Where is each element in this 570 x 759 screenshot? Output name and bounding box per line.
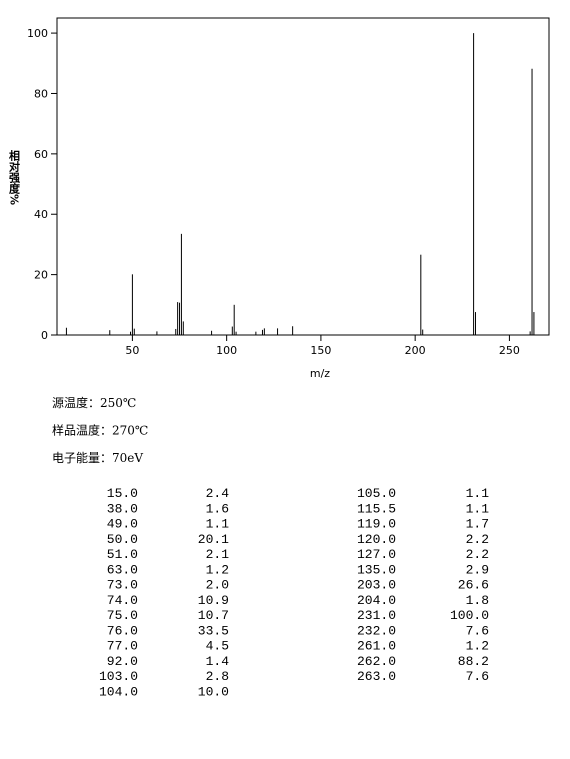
mz: 232.0 (357, 623, 396, 638)
intensity: 2.0 (206, 578, 229, 593)
intensity: 2.2 (466, 547, 489, 562)
intensity: 2.2 (466, 532, 489, 547)
intensity: 7.6 (466, 623, 489, 638)
intensity: 10.9 (198, 593, 229, 608)
mz: 50.0 (107, 532, 138, 547)
intensity: 1.2 (466, 639, 489, 654)
condition: 源温度：250℃ (52, 395, 136, 410)
mz: 63.0 (107, 562, 138, 577)
mz: 262.0 (357, 654, 396, 669)
intensity: 1.1 (466, 501, 490, 516)
intensity: 1.1 (466, 486, 490, 501)
mz: 119.0 (357, 517, 396, 532)
mz: 38.0 (107, 501, 138, 516)
mz: 231.0 (357, 608, 396, 623)
intensity: 10.0 (198, 685, 229, 700)
x-tick-label: 100 (216, 344, 237, 357)
intensity: 26.6 (458, 578, 489, 593)
intensity: 10.7 (198, 608, 229, 623)
x-axis-label: m/z (310, 367, 330, 380)
condition: 样品温度：270℃ (52, 423, 148, 438)
y-axis-label: 相对强度% (8, 149, 21, 205)
intensity: 2.4 (206, 486, 230, 501)
intensity: 1.6 (206, 501, 229, 516)
intensity: 100.0 (450, 608, 489, 623)
mz: 92.0 (107, 654, 138, 669)
intensity: 4.5 (206, 639, 229, 654)
mz: 104.0 (99, 685, 138, 700)
mz: 75.0 (107, 608, 138, 623)
mz: 127.0 (357, 547, 396, 562)
mz: 135.0 (357, 562, 396, 577)
intensity: 1.4 (206, 654, 230, 669)
mz: 263.0 (357, 669, 396, 684)
y-tick-label: 60 (34, 148, 48, 161)
mz: 74.0 (107, 593, 138, 608)
intensity: 2.9 (466, 562, 489, 577)
intensity: 88.2 (458, 654, 489, 669)
x-tick-label: 200 (405, 344, 426, 357)
mz: 115.5 (357, 501, 396, 516)
mz: 51.0 (107, 547, 138, 562)
mz: 105.0 (357, 486, 396, 501)
x-tick-label: 150 (310, 344, 331, 357)
mz: 120.0 (357, 532, 396, 547)
mz: 76.0 (107, 623, 138, 638)
plot-frame (56, 17, 550, 336)
mz: 203.0 (357, 578, 396, 593)
intensity: 1.7 (466, 517, 489, 532)
mz: 261.0 (357, 639, 396, 654)
y-tick-label: 80 (34, 87, 48, 100)
condition: 电子能量：70eV (52, 451, 143, 465)
intensity: 1.8 (466, 593, 489, 608)
y-tick-label: 40 (34, 208, 48, 221)
mz: 73.0 (107, 578, 138, 593)
intensity: 1.2 (206, 562, 229, 577)
mz: 103.0 (99, 669, 138, 684)
y-tick-label: 100 (27, 27, 48, 40)
y-tick-label: 0 (41, 329, 48, 342)
intensity: 2.8 (206, 669, 229, 684)
x-tick-label: 250 (499, 344, 520, 357)
y-tick-label: 20 (34, 269, 48, 282)
x-tick-label: 50 (125, 344, 139, 357)
intensity: 33.5 (198, 623, 229, 638)
intensity: 2.1 (206, 547, 230, 562)
mz: 49.0 (107, 517, 138, 532)
intensity: 20.1 (198, 532, 229, 547)
mz: 15.0 (107, 486, 138, 501)
intensity: 1.1 (206, 517, 230, 532)
mz: 77.0 (107, 639, 138, 654)
mz: 204.0 (357, 593, 396, 608)
intensity: 7.6 (466, 669, 489, 684)
